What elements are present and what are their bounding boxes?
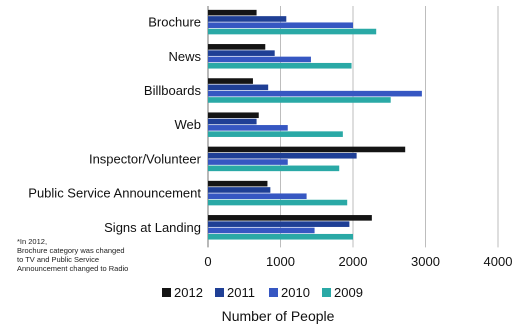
x-tick-label: 0 <box>204 254 211 269</box>
legend-label: 2009 <box>334 285 363 300</box>
legend-swatch <box>162 288 171 297</box>
category-label: Public Service Announcement <box>28 186 201 201</box>
x-tick-label: 2000 <box>339 254 368 269</box>
bar-2011 <box>208 152 357 159</box>
bars <box>208 9 422 240</box>
bar-2010 <box>208 159 288 165</box>
category-label: Brochure <box>148 15 201 30</box>
bar-2010 <box>208 56 311 63</box>
legend-label: 2010 <box>281 285 310 300</box>
x-tick-label: 4000 <box>484 254 513 269</box>
category-label: Inspector/Volunteer <box>89 151 202 166</box>
bar-2010 <box>208 90 422 97</box>
category-label: Signs at Landing <box>104 220 201 235</box>
bar-2012 <box>208 180 268 187</box>
category-label: Web <box>175 117 202 132</box>
bar-2012 <box>208 112 259 119</box>
bar-2011 <box>208 84 269 91</box>
bar-2009 <box>208 233 353 240</box>
bar-2010 <box>208 125 288 131</box>
footnote: *In 2012, Brochure category was changed … <box>17 237 129 273</box>
legend-swatch <box>215 288 224 297</box>
x-tick-label: 3000 <box>411 254 440 269</box>
bar-2010 <box>208 22 353 29</box>
bar-2012 <box>208 215 372 221</box>
category-label: News <box>168 49 201 64</box>
x-tick-label: 1000 <box>266 254 295 269</box>
legend: 2012 2011 2010 2009 <box>162 285 363 300</box>
bar-2009 <box>208 62 352 69</box>
bar-2010 <box>208 193 307 200</box>
bar-2012 <box>208 78 253 84</box>
bar-2011 <box>208 187 271 193</box>
bar-2009 <box>208 165 340 172</box>
bar-2009 <box>208 131 343 137</box>
x-tick-labels: 0 1000 2000 3000 4000 <box>204 254 512 269</box>
category-labels: Brochure News Billboards Web Inspector/Volun… <box>28 15 201 235</box>
bar-2011 <box>208 50 275 56</box>
bar-2011 <box>208 118 257 125</box>
bar-2012 <box>208 44 266 50</box>
x-axis-title: Number of People <box>222 308 335 324</box>
bar-2012 <box>208 9 257 16</box>
legend-label: 2012 <box>174 285 203 300</box>
bar-2009 <box>208 28 377 35</box>
bar-2012 <box>208 146 406 153</box>
bar-2011 <box>208 221 350 227</box>
bar-2010 <box>208 227 315 234</box>
category-label: Billboards <box>144 83 202 98</box>
bar-2011 <box>208 16 287 22</box>
legend-swatch <box>269 288 278 297</box>
legend-swatch <box>322 288 331 297</box>
bar-2009 <box>208 97 391 103</box>
legend-label: 2011 <box>227 285 255 300</box>
bar-2009 <box>208 199 348 206</box>
